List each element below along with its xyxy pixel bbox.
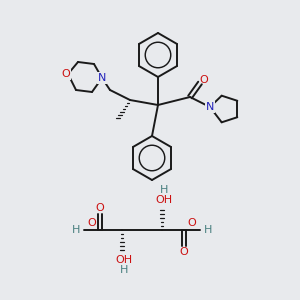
Text: O: O bbox=[180, 247, 188, 257]
Text: N: N bbox=[206, 102, 214, 112]
Text: H: H bbox=[72, 225, 80, 235]
Text: H: H bbox=[204, 225, 212, 235]
Text: H: H bbox=[160, 185, 168, 195]
Text: OH: OH bbox=[155, 195, 172, 205]
Text: N: N bbox=[98, 73, 106, 83]
Text: O: O bbox=[96, 203, 104, 213]
Text: O: O bbox=[200, 75, 208, 85]
Text: OH: OH bbox=[116, 255, 133, 265]
Text: O: O bbox=[188, 218, 196, 228]
Text: O: O bbox=[61, 69, 70, 79]
Text: O: O bbox=[88, 218, 96, 228]
Text: H: H bbox=[120, 265, 128, 275]
